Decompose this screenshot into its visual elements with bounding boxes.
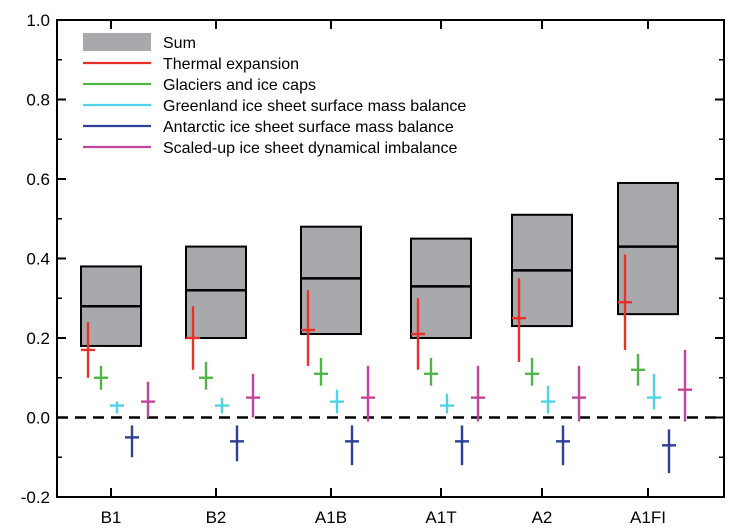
legend-swatch-sum (83, 33, 151, 51)
series-marks-layer (81, 254, 692, 474)
sum-box-A1FI (617, 181, 679, 316)
legend-label: Thermal expansion (163, 56, 299, 73)
legend-label: Antarctic ice sheet surface mass balance (163, 119, 454, 136)
x-tick-label-A2: A2 (532, 508, 553, 527)
axes-layer: -0.2 0.0 0.2 0.4 0.6 0.8 1.0 B1 B2 A1B A1T A2 A1FI (21, 11, 725, 527)
legend: Sum Thermal expansion Glaciers and ice cap… (83, 33, 466, 157)
y-tick-label: 0.8 (26, 91, 50, 110)
x-tick-label-A1T: A1T (425, 508, 456, 527)
x-tick-label-A1B: A1B (315, 508, 347, 527)
y-tick-label: 1.0 (26, 11, 50, 30)
y-tick-label: 0.2 (26, 329, 50, 348)
sum-boxes-layer (80, 181, 679, 347)
x-tick-label-A1FI: A1FI (630, 508, 666, 527)
legend-label: Greenland ice sheet surface mass balance (163, 98, 466, 115)
y-tick-label: 0.4 (26, 250, 50, 269)
x-tick-label-B2: B2 (206, 508, 227, 527)
y-tick-label: -0.2 (21, 488, 50, 507)
legend-label: Sum (163, 35, 196, 52)
y-tick-label: 0.6 (26, 170, 50, 189)
legend-label: Glaciers and ice caps (163, 77, 316, 94)
y-tick-label: 0.0 (26, 409, 50, 428)
sum-box-A1B (300, 225, 362, 336)
sum-box-A1T (410, 237, 472, 339)
legend-label: Scaled-up ice sheet dynamical imbalance (163, 140, 457, 157)
sum-box-B2 (185, 245, 247, 339)
x-tick-label-B1: B1 (101, 508, 122, 527)
